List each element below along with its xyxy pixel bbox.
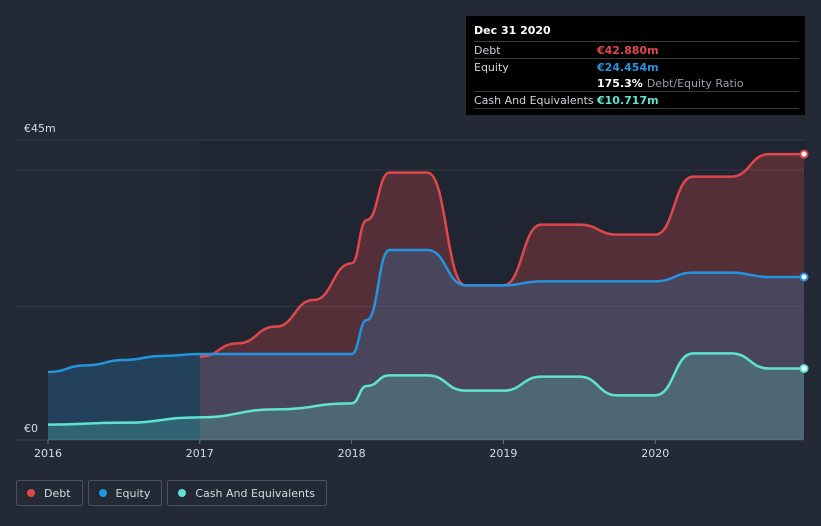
x-tick-label: 2018 <box>338 447 366 460</box>
debt-dot-icon <box>27 489 35 497</box>
cash-and-equivalents-endpoint[interactable] <box>799 364 809 374</box>
tooltip-equity-label: Equity <box>474 60 509 74</box>
tooltip-debt-value: €42.880m <box>597 43 659 57</box>
series-areas <box>48 154 804 440</box>
tooltip-row-cash: Cash And Equivalents €10.717m <box>474 91 799 109</box>
legend: Debt Equity Cash And Equivalents <box>16 480 327 506</box>
y-tick-label-max: €45m <box>24 122 56 135</box>
y-tick-label-min: €0 <box>24 422 38 435</box>
x-tick-label: 2020 <box>641 447 669 460</box>
tooltip-row-equity: Equity €24.454m <box>474 58 799 75</box>
y-axis: €45m €0 <box>24 122 56 435</box>
tooltip: Dec 31 2020 Debt €42.880m Equity €24.454… <box>466 16 805 115</box>
legend-item-equity[interactable]: Equity <box>87 480 163 506</box>
x-tick-label: 2017 <box>186 447 214 460</box>
legend-item-debt[interactable]: Debt <box>16 480 83 506</box>
series-lines <box>47 152 804 426</box>
x-axis: 2016 2017 2018 2019 2020 <box>34 440 669 460</box>
tooltip-cash-value: €10.717m <box>597 93 659 107</box>
debt-endpoint[interactable] <box>799 149 809 159</box>
tooltip-date: Dec 31 2020 <box>474 24 551 37</box>
equity-line <box>47 248 804 374</box>
cash-and-equivalents-line <box>47 352 804 426</box>
tooltip-ratio-label: Debt/Equity Ratio <box>646 76 744 90</box>
series-endpoints <box>799 149 809 374</box>
legend-item-cash[interactable]: Cash And Equivalents <box>167 480 327 506</box>
tooltip-cash-label: Cash And Equivalents <box>474 93 594 107</box>
equity-area <box>48 250 804 440</box>
tooltip-row-ratio: 175.3% Debt/Equity Ratio <box>474 75 799 91</box>
equity-endpoint[interactable] <box>799 272 809 282</box>
cash-dot-icon <box>178 489 187 497</box>
debt-area <box>199 154 804 440</box>
legend-equity-label: Equity <box>115 486 151 500</box>
x-tick-label: 2019 <box>489 447 517 460</box>
x-tick-label: 2016 <box>34 447 62 460</box>
tooltip-ratio-value: 175.3% <box>597 76 643 90</box>
legend-debt-label: Debt <box>44 486 71 500</box>
equity-dot-icon <box>98 489 107 497</box>
cash-and-equivalents-area <box>48 353 804 440</box>
tooltip-row-debt: Debt €42.880m <box>474 41 799 58</box>
gridlines <box>16 139 804 441</box>
tooltip-equity-value: €24.454m <box>597 60 659 74</box>
legend-cash-label: Cash And Equivalents <box>195 486 315 500</box>
tooltip-debt-label: Debt <box>474 43 501 57</box>
